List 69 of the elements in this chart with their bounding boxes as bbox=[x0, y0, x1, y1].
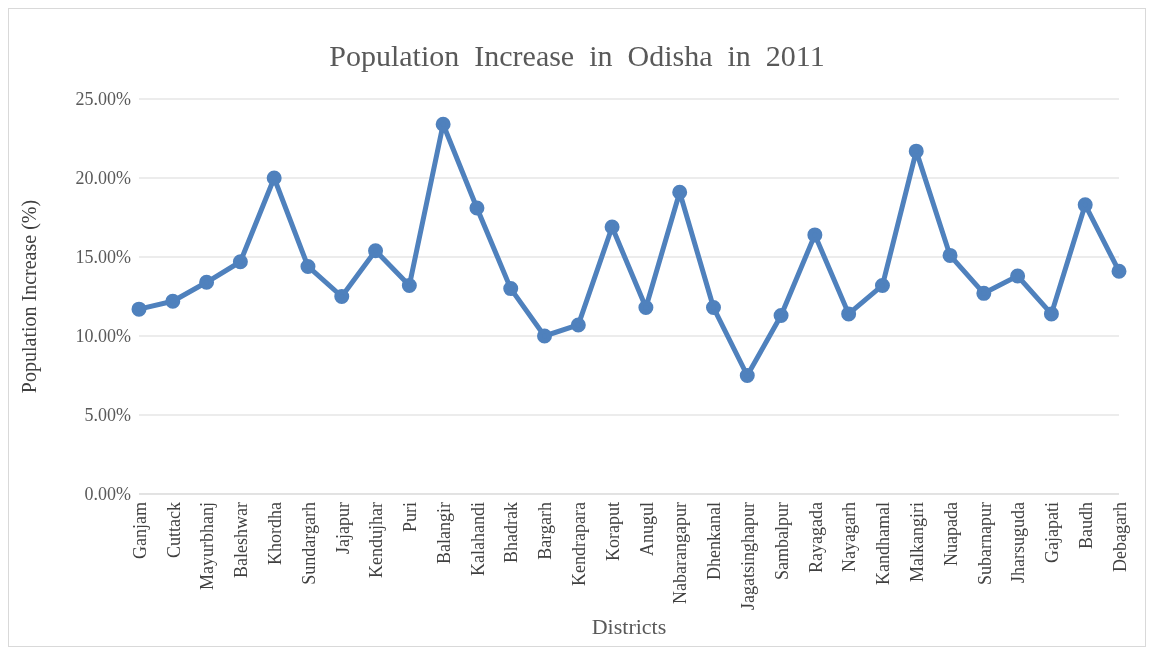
x-tick-label: Cuttack bbox=[163, 502, 184, 558]
x-tick-label: Kendrapara bbox=[569, 502, 590, 586]
point bbox=[131, 301, 147, 317]
x-tick-label: Gajapati bbox=[1042, 502, 1063, 563]
point bbox=[1111, 263, 1127, 279]
x-tick-label: Bargarh bbox=[535, 502, 556, 560]
x-tick-label: Nayagarh bbox=[839, 502, 860, 572]
point bbox=[604, 219, 620, 235]
x-tick-label: Malkangiri bbox=[907, 502, 928, 582]
x-tick-label: Koraput bbox=[602, 502, 623, 561]
x-tick-label: Baleshwar bbox=[231, 502, 252, 578]
point bbox=[1043, 306, 1059, 322]
x-tick-label: Mayurbhanj bbox=[197, 502, 218, 590]
point bbox=[469, 200, 485, 216]
point bbox=[537, 328, 553, 344]
x-tick-label: Kalahandi bbox=[467, 502, 488, 576]
point bbox=[841, 306, 857, 322]
x-tick-label: Debagarh bbox=[1109, 502, 1130, 572]
x-tick-label: Subarnapur bbox=[974, 502, 995, 585]
x-tick-label: Anugul bbox=[636, 502, 657, 556]
x-tick-label: Bhadrak bbox=[501, 502, 522, 563]
point bbox=[1010, 268, 1026, 284]
x-tick-label: Nabarangapur bbox=[670, 502, 691, 604]
x-tick-label: Jharsuguda bbox=[1008, 501, 1029, 583]
point bbox=[638, 300, 654, 316]
x-tick-label: Sundargarh bbox=[298, 502, 319, 585]
point bbox=[165, 293, 181, 309]
y-tick-label: 5.00% bbox=[84, 405, 131, 426]
point bbox=[672, 184, 688, 200]
x-tick-label: Sambalpur bbox=[771, 502, 792, 580]
point bbox=[773, 307, 789, 323]
y-tick-label: 0.00% bbox=[84, 484, 131, 505]
x-tick-label: Kandhamal bbox=[873, 502, 894, 585]
point bbox=[368, 243, 384, 259]
point bbox=[976, 285, 992, 301]
x-tick-label: Puri bbox=[400, 502, 421, 533]
x-axis-title: Districts bbox=[591, 614, 667, 639]
point bbox=[300, 258, 316, 274]
x-tick-label: Ganjam bbox=[129, 502, 150, 559]
x-tick-label: Jagatsinghapur bbox=[738, 502, 759, 610]
x-tick-label: Dhenkanal bbox=[704, 502, 725, 580]
point bbox=[807, 227, 823, 243]
y-tick-label: 15.00% bbox=[75, 247, 131, 268]
point bbox=[232, 254, 248, 270]
point bbox=[705, 300, 721, 316]
point bbox=[334, 289, 350, 304]
x-tick-label: Rayagada bbox=[805, 502, 826, 573]
point bbox=[266, 170, 282, 186]
x-tick-label: Balangir bbox=[433, 502, 454, 564]
point bbox=[503, 281, 519, 297]
point bbox=[435, 116, 451, 132]
x-tick-label: Kendujhar bbox=[366, 502, 387, 578]
point bbox=[942, 247, 958, 263]
x-tick-label: Jajapur bbox=[332, 502, 353, 554]
x-tick-label: Nuapada bbox=[940, 501, 961, 566]
x-tick-label: Khordha bbox=[264, 501, 285, 565]
point bbox=[874, 277, 890, 293]
point bbox=[739, 368, 755, 383]
point bbox=[1077, 197, 1093, 213]
y-tick-label: 25.00% bbox=[75, 89, 131, 110]
y-tick-label: 20.00% bbox=[75, 168, 131, 189]
y-tick-label: 10.00% bbox=[75, 326, 131, 347]
chart-title: Population Increase in Odisha in 2011 bbox=[328, 38, 826, 74]
y-axis-title: Population Increase (%) bbox=[18, 199, 42, 394]
x-tick-label: Baudh bbox=[1075, 502, 1096, 549]
point bbox=[908, 143, 924, 159]
point bbox=[401, 277, 417, 293]
point bbox=[570, 317, 586, 333]
point bbox=[199, 274, 215, 290]
